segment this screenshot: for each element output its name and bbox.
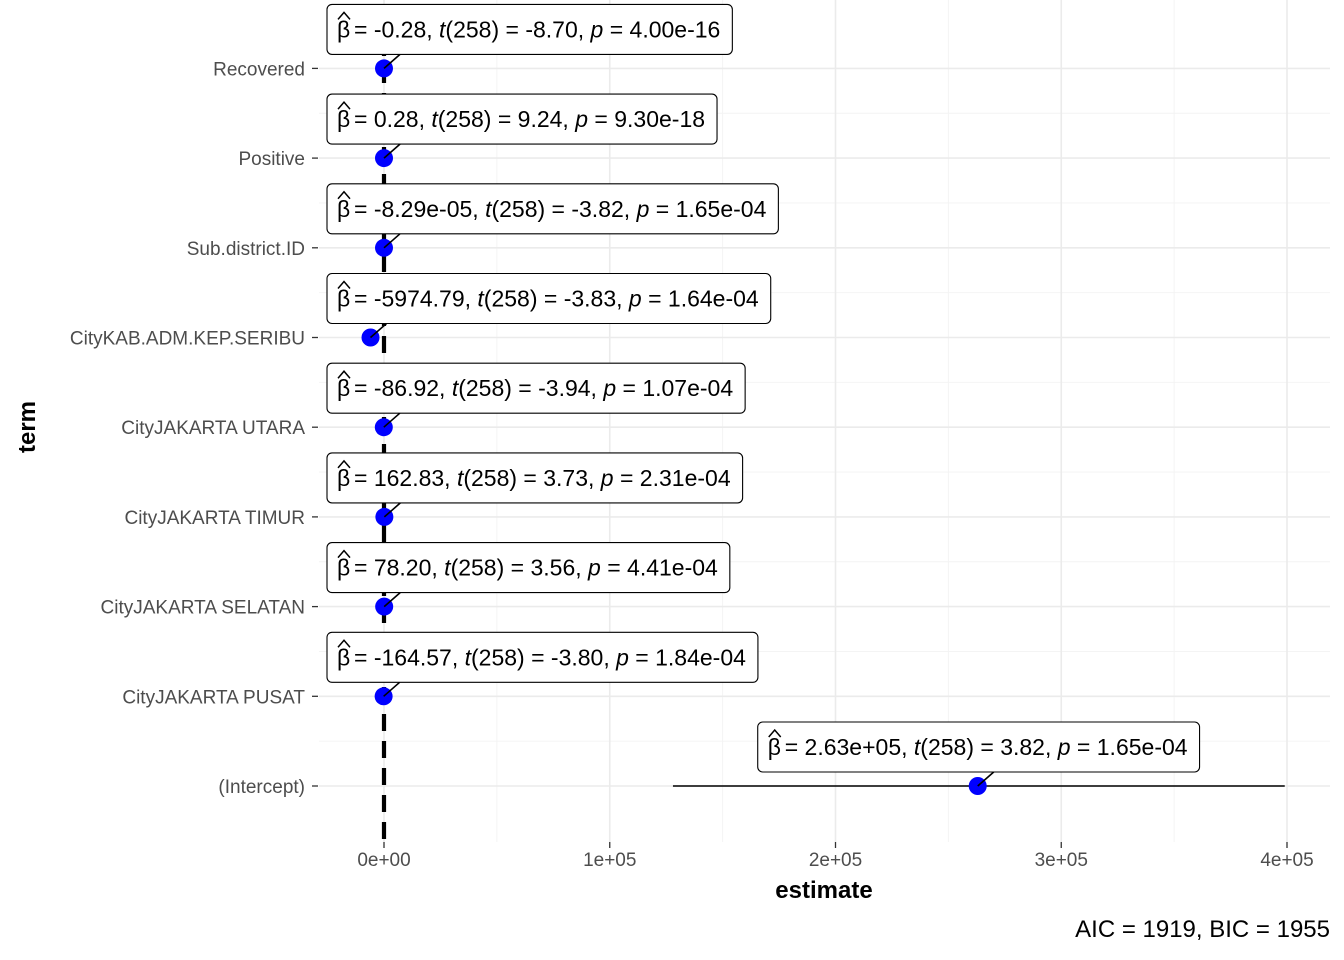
estimate-label: β = -8.29e-05, t(258) = -3.82, p = 1.65e…	[326, 183, 779, 249]
label-text: = -164.57, t(258) = -3.80, p = 1.84e-04	[354, 644, 746, 670]
label-text: = -8.29e-05, t(258) = -3.82, p = 1.65e-0…	[354, 196, 767, 222]
label-leader	[383, 53, 401, 70]
estimate-label: β = -164.57, t(258) = -3.80, p = 1.84e-0…	[326, 631, 759, 697]
hat-accent	[337, 549, 351, 559]
y-tick-label: CityJAKARTA UTARA	[121, 418, 305, 439]
estimate-label: β = -86.92, t(258) = -3.94, p = 1.07e-04	[326, 362, 746, 428]
estimate-label: β = -5974.79, t(258) = -3.83, p = 1.64e-…	[326, 272, 772, 339]
estimate-label: β = 0.28, t(258) = 9.24, p = 9.30e-18	[326, 93, 718, 159]
hat-accent	[337, 459, 351, 469]
hat-accent	[337, 280, 351, 289]
label-text: = 78.20, t(258) = 3.56, p = 4.41e-04	[354, 555, 718, 581]
beta-hat-symbol: β	[337, 375, 350, 401]
label-leader	[369, 322, 388, 339]
x-axis-title: estimate	[775, 877, 872, 904]
x-tick-label: 3e+05	[1035, 850, 1088, 871]
estimate-label: β = -0.28, t(258) = -8.70, p = 4.00e-16	[326, 3, 733, 70]
x-tick-labels: 0e+00 1e+05 2e+05 3e+05 4e+05	[357, 842, 1314, 871]
label-leader	[383, 143, 401, 159]
y-axis-title: term	[14, 401, 41, 453]
label-box	[326, 183, 779, 235]
label-box	[326, 452, 744, 504]
label-box	[757, 721, 1201, 773]
estimate-label: β = 162.83, t(258) = 3.73, p = 2.31e-04	[326, 452, 744, 518]
label-leader	[383, 233, 401, 249]
hat-accent	[337, 100, 351, 110]
y-tick-label: (Intercept)	[218, 777, 305, 798]
hat-accent	[337, 639, 351, 648]
hat-accent	[337, 190, 351, 200]
y-tick-label: CityJAKARTA SELATAN	[101, 598, 305, 619]
label-box	[326, 362, 746, 414]
label-text: = -5974.79, t(258) = -3.83, p = 1.64e-04	[354, 286, 759, 312]
x-tick-label: 2e+05	[809, 850, 862, 871]
label-box	[326, 272, 772, 325]
beta-hat-symbol: β	[337, 106, 350, 132]
y-tick-label: Positive	[238, 149, 305, 170]
beta-hat-symbol: β	[768, 734, 781, 760]
beta-hat-symbol: β	[337, 555, 350, 581]
y-tick-label: CityKAB.ADM.KEP.SERIBU	[70, 329, 305, 350]
label-box	[326, 542, 731, 594]
estimate-labels: β = 2.63e+05, t(258) = 3.82, p = 1.65e-0…	[326, 3, 1201, 787]
beta-hat-symbol: β	[337, 286, 350, 312]
model-fit-caption: AIC = 1919, BIC = 1955	[1075, 916, 1330, 943]
hat-accent	[337, 370, 351, 379]
label-leader	[383, 412, 401, 428]
beta-hat-symbol: β	[337, 16, 350, 42]
y-tick-label: Recovered	[213, 59, 305, 80]
label-text: = 2.63e+05, t(258) = 3.82, p = 1.65e-04	[785, 734, 1188, 760]
estimate-label: β = 2.63e+05, t(258) = 3.82, p = 1.65e-0…	[757, 721, 1201, 787]
beta-hat-symbol: β	[337, 196, 350, 222]
x-tick-label: 1e+05	[583, 850, 636, 871]
hat-accent	[768, 728, 782, 738]
hat-accent	[337, 11, 351, 20]
y-tick-labels: (Intercept) CityJAKARTA PUSAT CityJAKARTA …	[70, 59, 318, 798]
y-tick-label: CityJAKARTA TIMUR	[124, 508, 305, 529]
label-text: = -86.92, t(258) = -3.94, p = 1.07e-04	[354, 375, 733, 401]
label-text: = 162.83, t(258) = 3.73, p = 2.31e-04	[354, 465, 731, 491]
beta-hat-symbol: β	[337, 465, 350, 491]
x-tick-label: 4e+05	[1260, 850, 1313, 871]
label-text: = 0.28, t(258) = 9.24, p = 9.30e-18	[354, 106, 705, 132]
label-leader	[977, 771, 995, 787]
label-leader	[383, 681, 401, 697]
label-leader	[383, 591, 401, 608]
x-tick-label: 0e+00	[357, 850, 410, 871]
label-leader	[383, 502, 401, 518]
y-tick-label: Sub.district.ID	[187, 239, 305, 260]
label-box	[326, 3, 733, 55]
label-text: = -0.28, t(258) = -8.70, p = 4.00e-16	[354, 16, 720, 42]
estimate-label: β = 78.20, t(258) = 3.56, p = 4.41e-04	[326, 542, 731, 608]
y-tick-label: CityJAKARTA PUSAT	[122, 687, 305, 708]
label-box	[326, 93, 718, 145]
label-box	[326, 631, 759, 683]
beta-hat-symbol: β	[337, 644, 350, 670]
